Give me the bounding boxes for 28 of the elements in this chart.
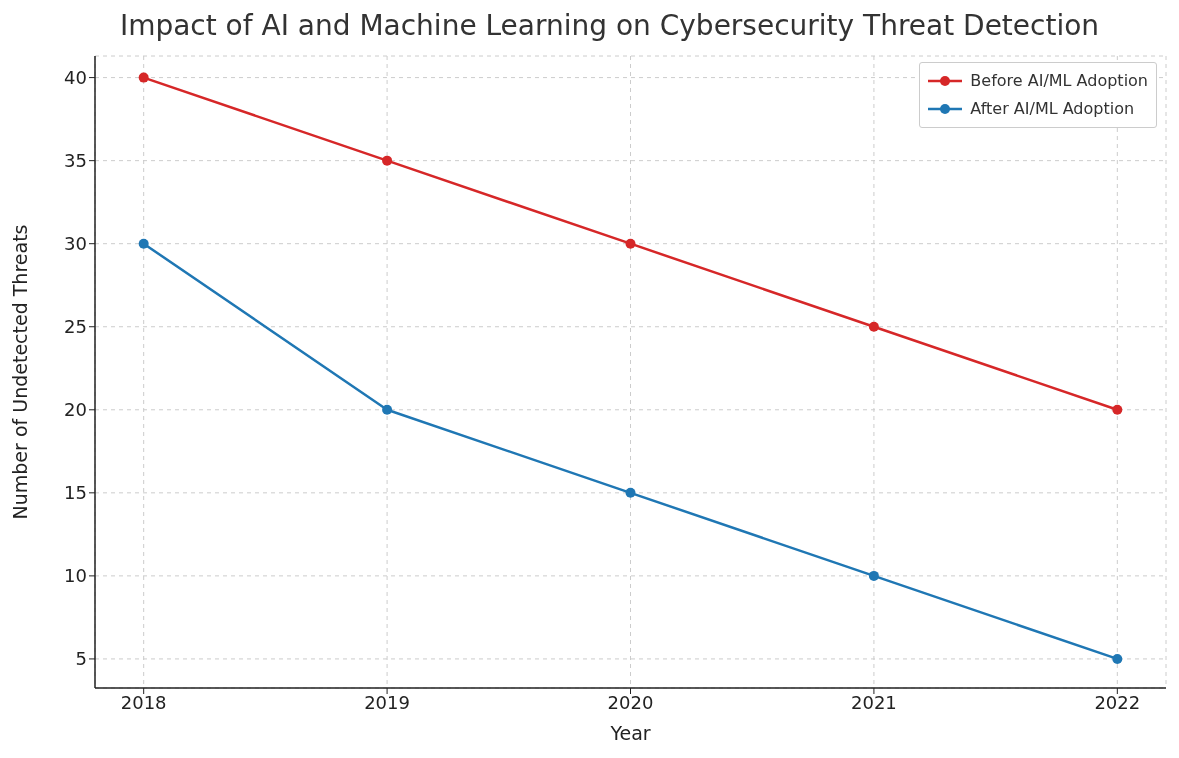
point	[382, 404, 393, 415]
point	[382, 155, 393, 166]
point	[868, 570, 879, 581]
point	[1112, 653, 1123, 664]
x-tick-label: 2019	[364, 691, 410, 713]
y-tick-label: 35	[64, 150, 87, 172]
y-tick-label: 20	[64, 399, 87, 421]
point	[625, 238, 636, 249]
legend-label: Before AI/ML Adoption	[970, 70, 1148, 92]
point	[625, 487, 636, 498]
y-tick-label: 10	[64, 565, 87, 587]
y-tick-label: 30	[64, 233, 87, 255]
point	[868, 321, 879, 332]
chart-title: Impact of AI and Machine Learning on Cybersecurity Threat Detection	[118, 8, 1101, 44]
x-axis-title: Year	[609, 722, 651, 744]
legend-label: After AI/ML Adoption	[970, 98, 1135, 120]
x-tick-label: 2022	[1094, 691, 1141, 713]
point	[138, 72, 149, 83]
y-tick-label: 40	[64, 66, 87, 88]
point	[1112, 404, 1123, 415]
y-tick-label: 5	[75, 648, 87, 670]
x-tick-label: 2018	[120, 691, 167, 713]
point	[138, 238, 149, 249]
y-axis-title: Number of Undetected Threats	[8, 224, 31, 520]
x-tick-label: 2020	[607, 691, 654, 713]
y-tick-label: 15	[64, 482, 87, 504]
y-tick-label: 25	[64, 316, 87, 338]
x-tick-label: 2021	[851, 691, 897, 713]
